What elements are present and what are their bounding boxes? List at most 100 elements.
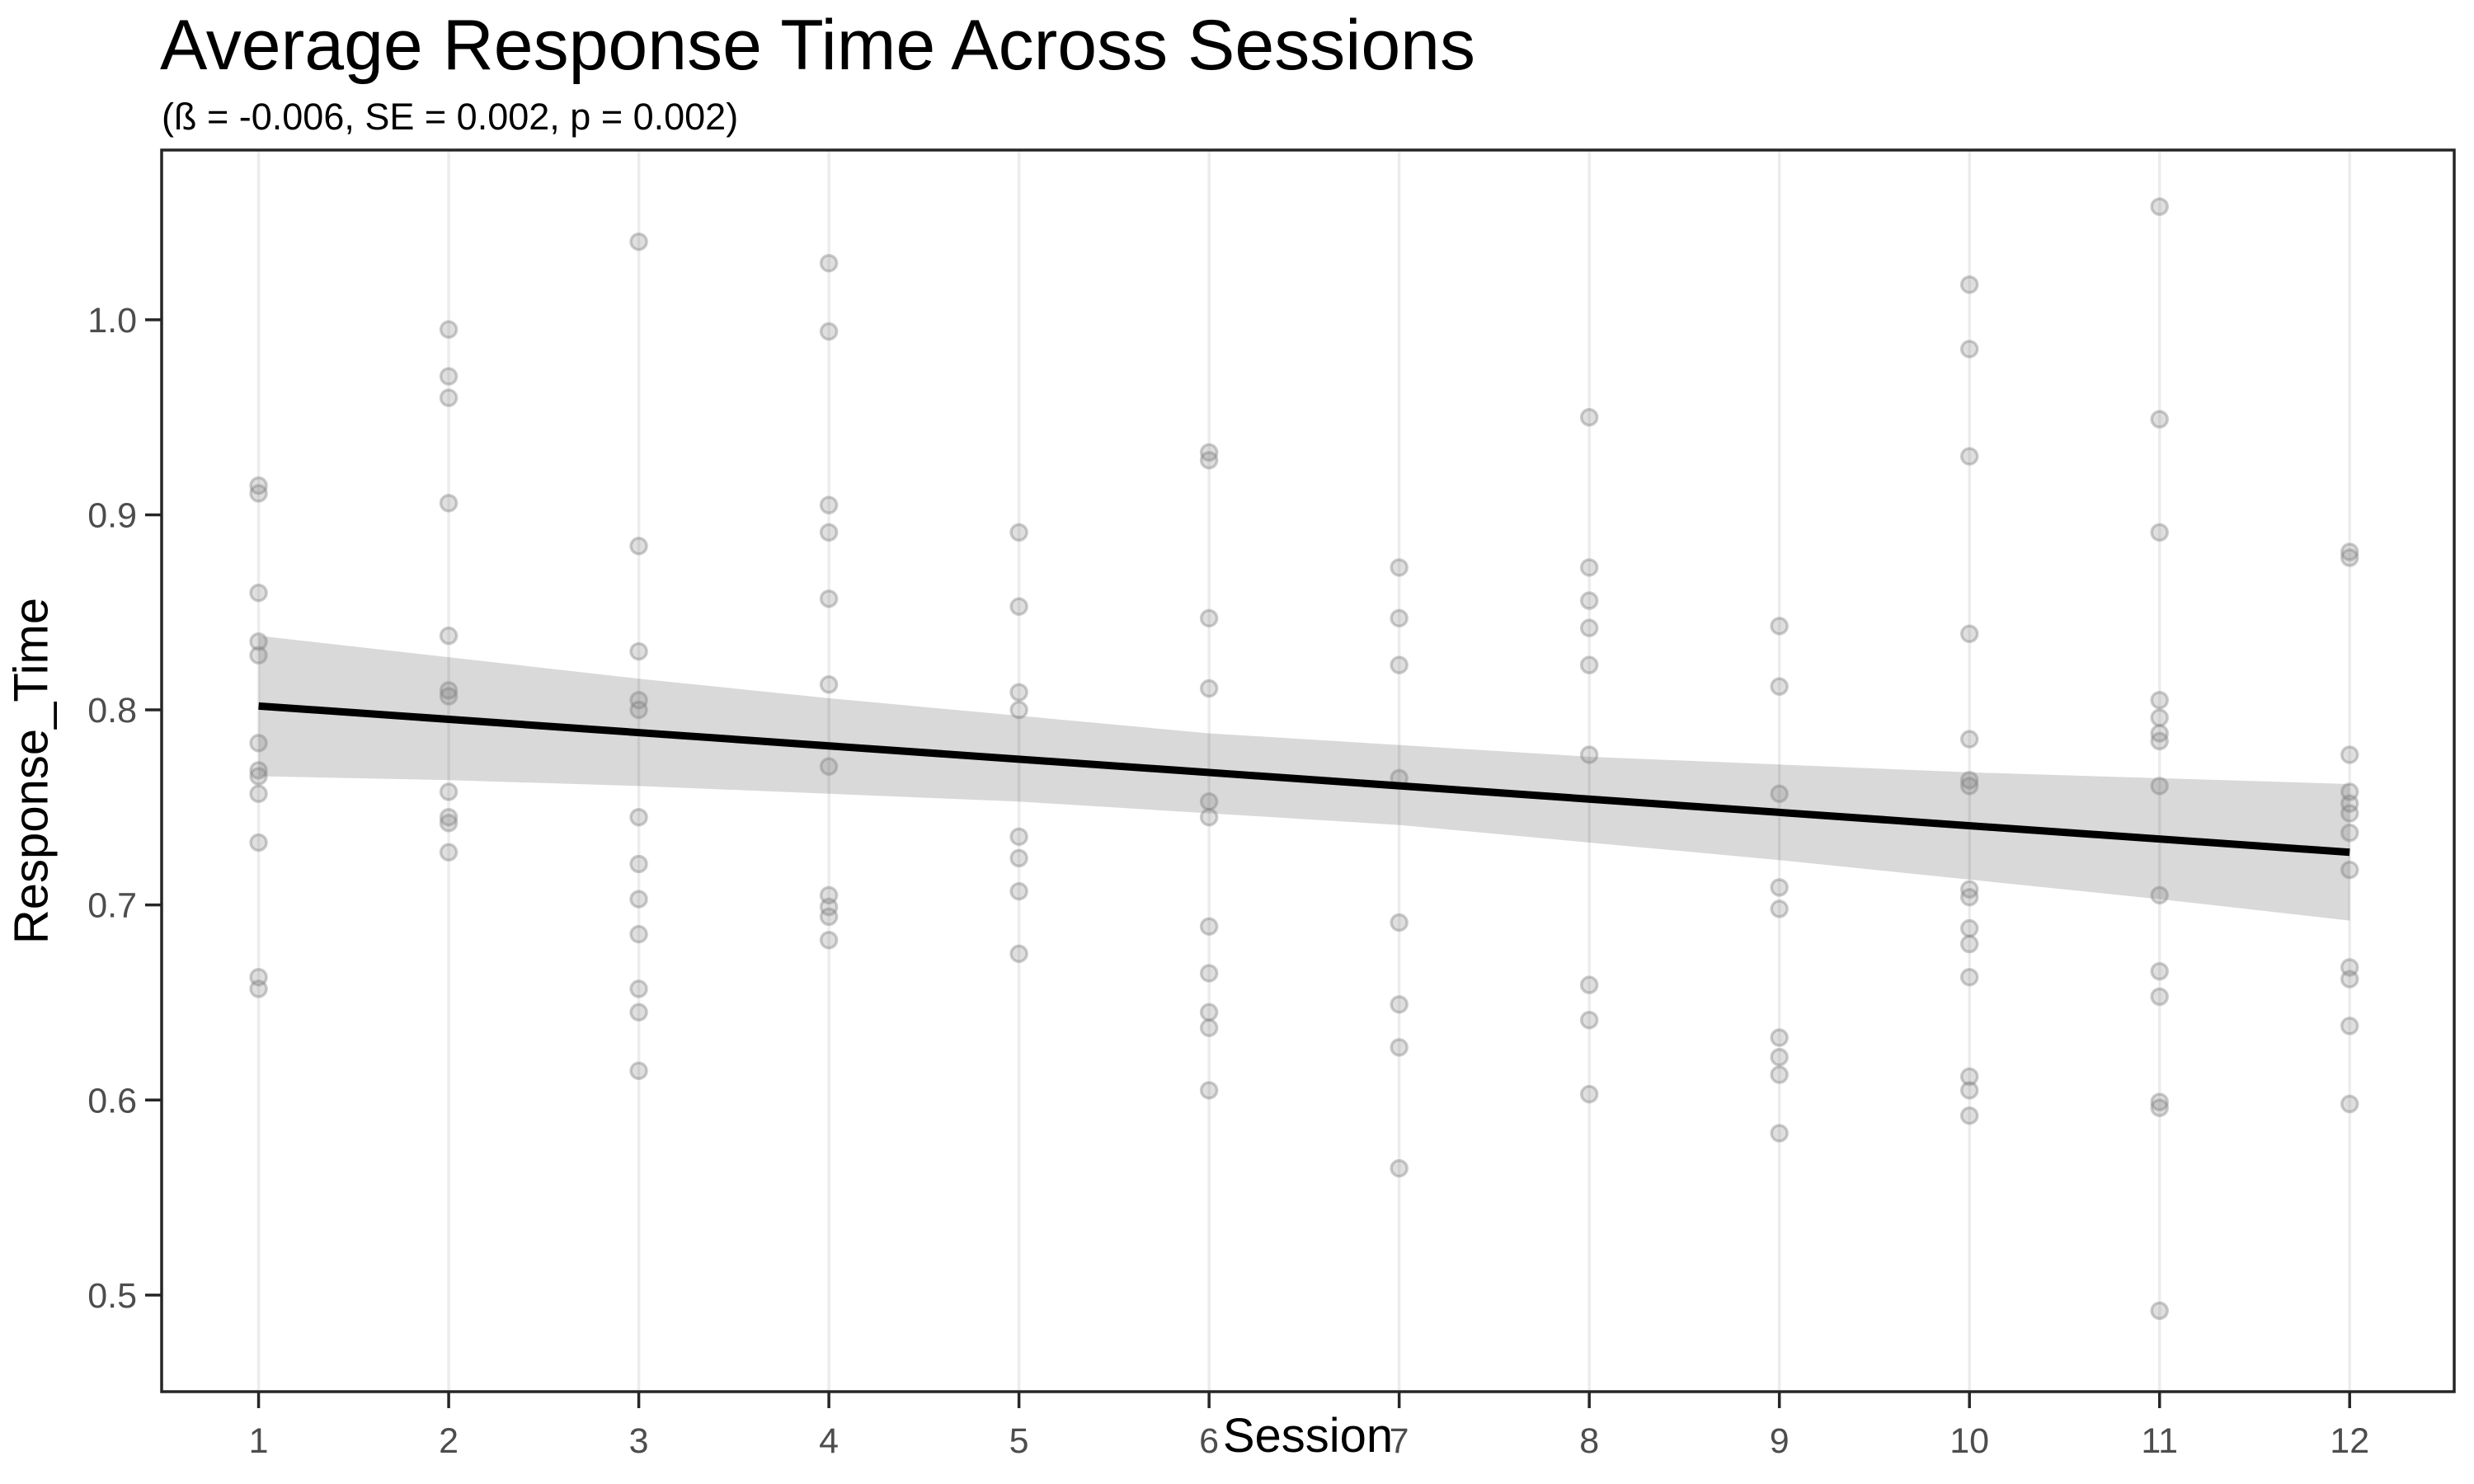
data-point — [1199, 1003, 1219, 1022]
x-tick-label: 6 — [1199, 1421, 1219, 1461]
data-point — [439, 807, 459, 827]
data-point — [2340, 958, 2359, 977]
x-tick-label: 8 — [1579, 1421, 1599, 1461]
data-point — [249, 979, 268, 998]
data-point — [2150, 777, 2169, 796]
data-point — [1959, 887, 1979, 907]
data-point — [1579, 1011, 1599, 1030]
data-point — [1199, 1081, 1219, 1100]
data-point — [819, 675, 839, 694]
data-point — [1199, 443, 1219, 462]
data-point — [1390, 655, 1409, 674]
data-point — [819, 885, 839, 905]
data-point — [2340, 804, 2359, 823]
data-point — [249, 583, 268, 603]
y-tick-label: 0.8 — [87, 691, 137, 730]
data-point — [1959, 967, 1979, 987]
data-point — [249, 784, 268, 804]
data-point — [1579, 407, 1599, 427]
data-point — [1959, 880, 1979, 899]
data-point — [1199, 679, 1219, 698]
data-point — [629, 690, 648, 710]
data-point — [629, 1003, 648, 1022]
chart-title: Average Response Time Across Sessions — [160, 6, 1475, 85]
data-point — [2340, 1094, 2359, 1114]
data-point — [1770, 617, 1789, 636]
data-point — [629, 537, 648, 556]
data-point — [439, 367, 459, 386]
data-point — [249, 484, 268, 503]
data-point — [2150, 961, 2169, 981]
data-point — [629, 1061, 648, 1081]
data-point — [1959, 1081, 1979, 1100]
data-point — [629, 641, 648, 661]
data-point — [249, 646, 268, 665]
data-point — [1959, 918, 1979, 938]
data-point — [1199, 450, 1219, 470]
x-tick-label: 2 — [439, 1421, 459, 1461]
data-point — [1009, 827, 1028, 847]
data-point — [2150, 410, 2169, 429]
data-point — [1009, 700, 1028, 720]
data-point — [1390, 608, 1409, 628]
x-axis-title: Session — [1222, 1409, 1394, 1463]
data-point — [1199, 964, 1219, 983]
data-point — [819, 907, 839, 927]
data-point — [629, 232, 648, 251]
data-point — [439, 320, 459, 339]
data-point — [2150, 731, 2169, 751]
x-tick-label: 7 — [1390, 1421, 1409, 1461]
data-point — [249, 833, 268, 852]
data-point — [1390, 558, 1409, 577]
data-point — [439, 626, 459, 646]
data-point — [1199, 608, 1219, 628]
data-point — [1770, 784, 1789, 804]
data-point — [439, 388, 459, 407]
y-tick-label: 0.5 — [87, 1276, 137, 1316]
data-point — [2150, 690, 2169, 710]
x-tick-label: 12 — [2330, 1421, 2369, 1461]
data-point — [819, 589, 839, 608]
data-point — [819, 757, 839, 776]
data-point — [629, 979, 648, 998]
data-point — [1009, 597, 1028, 616]
data-point — [1579, 618, 1599, 637]
data-point — [629, 890, 648, 909]
data-point — [629, 924, 648, 944]
data-point — [1959, 770, 1979, 790]
data-point — [1770, 677, 1789, 696]
data-point — [2340, 1017, 2359, 1036]
data-point — [2150, 523, 2169, 542]
chart-subtitle: (ß = -0.006, SE = 0.002, p = 0.002) — [162, 96, 739, 138]
x-tick-label: 5 — [1009, 1421, 1029, 1461]
data-point — [1770, 899, 1789, 918]
data-point — [249, 632, 268, 651]
data-point — [2150, 1098, 2169, 1117]
data-point — [1009, 944, 1028, 964]
data-point — [439, 687, 459, 706]
data-point — [439, 681, 459, 700]
data-point — [1959, 777, 1979, 796]
x-tick-label: 9 — [1770, 1421, 1790, 1461]
data-point — [1959, 340, 1979, 359]
x-tick-label: 1 — [249, 1421, 269, 1461]
data-point — [819, 897, 839, 917]
data-point — [2340, 970, 2359, 989]
data-point — [819, 495, 839, 514]
data-point — [2150, 987, 2169, 1007]
data-point — [1390, 1158, 1409, 1178]
data-point — [819, 253, 839, 273]
y-tick-label: 1.0 — [87, 301, 137, 340]
data-point — [1579, 1084, 1599, 1104]
x-tick-label: 11 — [2141, 1421, 2178, 1461]
data-point — [1390, 913, 1409, 932]
data-point — [1579, 558, 1599, 577]
data-point — [1770, 1124, 1789, 1143]
data-point — [2150, 724, 2169, 743]
data-point — [1770, 878, 1789, 897]
data-point — [2340, 782, 2359, 801]
y-axis-title: Response_Time — [4, 597, 59, 945]
data-point — [2150, 197, 2169, 216]
panel-border — [160, 148, 2456, 1393]
